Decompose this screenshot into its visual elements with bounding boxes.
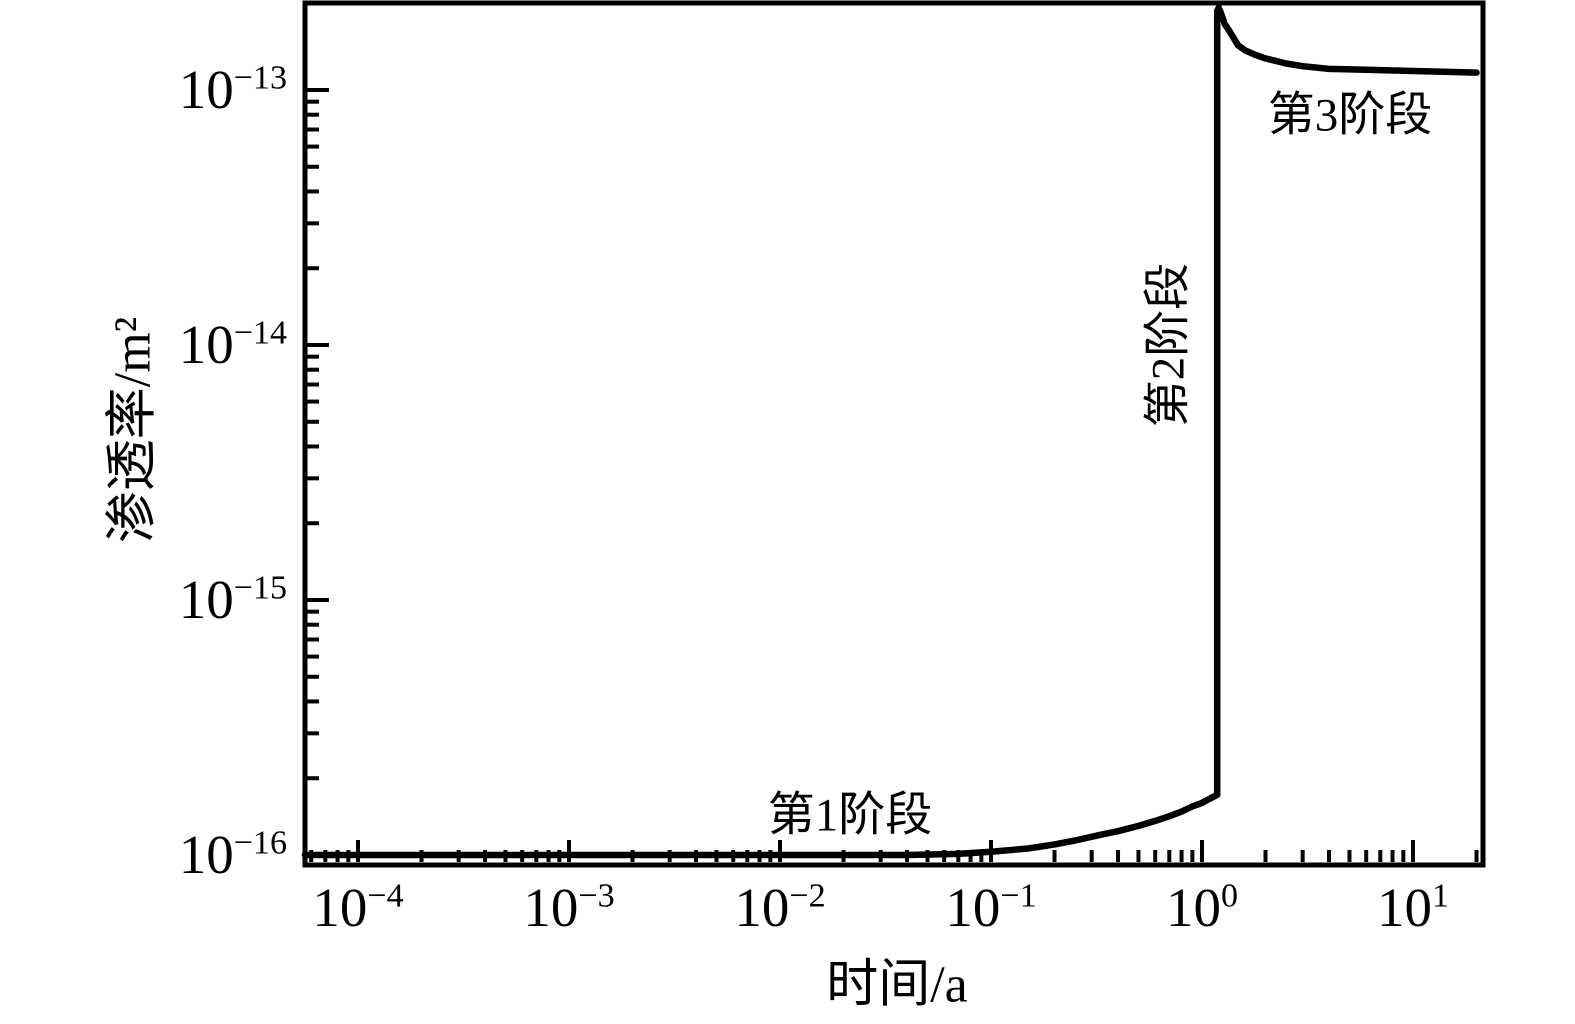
stage-3-annotation: 第3阶段 — [1267, 89, 1433, 142]
x-tick-label-1e1: 101 — [1376, 877, 1450, 938]
stage-1-annotation: 第1阶段 — [767, 789, 933, 842]
y-axis-title: 渗透率/m² — [104, 316, 162, 544]
x-axis-title: 时间/a — [826, 956, 968, 1014]
y-axis-ticks — [307, 88, 329, 857]
permeability-curve — [301, 4, 1480, 859]
y-tick-label-1e-16: 10−16 — [178, 823, 287, 885]
y-tick-label-1e-13: 10−13 — [178, 58, 287, 120]
x-tick-label-1e-3: 10−3 — [523, 877, 615, 938]
y-tick-label-1e-14: 10−14 — [178, 313, 287, 375]
plot-frame — [302, 0, 1486, 868]
x-tick-label-1e-4: 10−4 — [312, 877, 404, 938]
stage-2-annotation: 第2阶段 — [1142, 262, 1195, 428]
x-tick-label-1e-1: 10−1 — [945, 877, 1037, 938]
x-tick-label-1e-2: 10−2 — [734, 877, 826, 938]
x-tick-label-1e0: 100 — [1165, 877, 1239, 938]
y-tick-label-1e-15: 10−15 — [178, 568, 287, 630]
